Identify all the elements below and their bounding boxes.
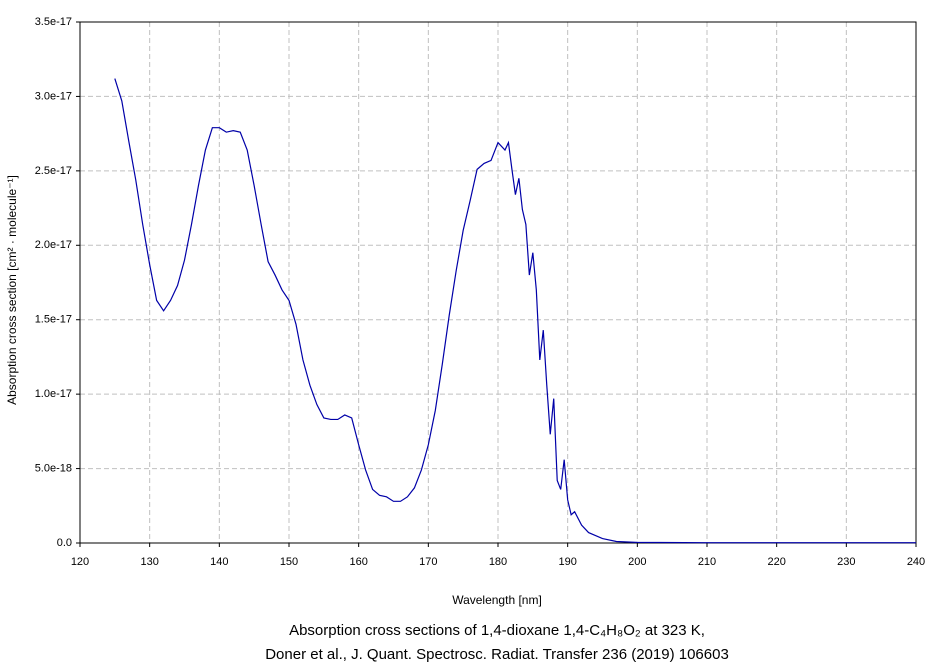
- x-tick-label: 120: [71, 556, 89, 568]
- x-tick-label: 140: [210, 556, 228, 568]
- x-tick-label: 220: [767, 556, 785, 568]
- y-tick-label: 1.0e-17: [35, 388, 72, 400]
- x-tick-label: 160: [349, 556, 367, 568]
- y-axis-label: Absorption cross section [cm² · molecule…: [5, 175, 19, 405]
- data-line: [114, 78, 916, 544]
- x-tick-label: 170: [419, 556, 437, 568]
- y-tick-label: 0.0: [57, 537, 72, 549]
- x-tick-label: 230: [837, 556, 855, 568]
- x-tick-label: 200: [628, 556, 646, 568]
- x-tick-label: 180: [489, 556, 507, 568]
- y-tick-label: 2.0e-17: [35, 239, 72, 251]
- x-tick-label: 130: [140, 556, 158, 568]
- x-tick-label: 190: [558, 556, 576, 568]
- plot-frame: [79, 21, 917, 544]
- chart-subtitle: Doner et al., J. Quant. Spectrosc. Radia…: [265, 646, 729, 663]
- y-tick-label: 3.5e-17: [35, 16, 72, 28]
- x-tick-label: 240: [907, 556, 925, 568]
- y-tick-label: 5.0e-18: [35, 462, 72, 474]
- chart-title: Absorption cross sections of 1,4-dioxane…: [289, 622, 705, 639]
- y-tick-label: 2.5e-17: [35, 165, 72, 177]
- y-tick-label: 3.0e-17: [35, 90, 72, 102]
- x-tick-label: 210: [698, 556, 716, 568]
- x-axis-label: Wavelength [nm]: [452, 593, 542, 607]
- y-tick-label: 1.5e-17: [35, 314, 72, 326]
- x-tick-label: 150: [280, 556, 298, 568]
